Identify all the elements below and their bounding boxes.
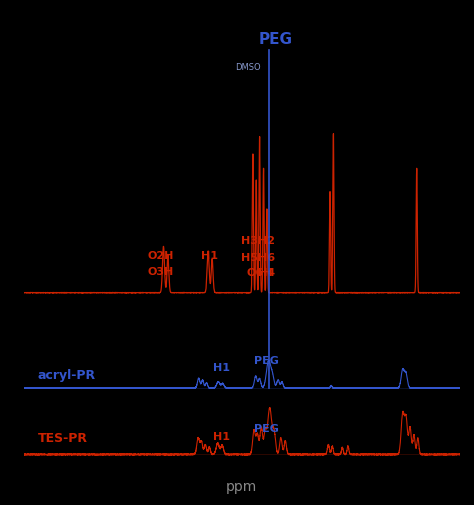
- Text: H1: H1: [212, 363, 229, 373]
- Text: H1: H1: [212, 432, 229, 442]
- Text: O3H: O3H: [147, 267, 174, 277]
- Text: PEG: PEG: [254, 424, 279, 434]
- X-axis label: ppm: ppm: [226, 480, 257, 494]
- Text: H5: H5: [241, 252, 257, 263]
- Text: O2H: O2H: [147, 251, 174, 261]
- Text: H3: H3: [241, 236, 257, 246]
- Text: DMSO: DMSO: [235, 63, 261, 72]
- Text: acryl-PR: acryl-PR: [37, 369, 96, 382]
- Text: H2: H2: [258, 236, 275, 246]
- Text: H6: H6: [258, 252, 275, 263]
- Text: H4: H4: [258, 268, 275, 278]
- Text: TES-PR: TES-PR: [37, 432, 88, 445]
- Text: PEG: PEG: [254, 356, 279, 366]
- Text: H1: H1: [201, 251, 218, 261]
- Text: PEG: PEG: [258, 32, 292, 47]
- Text: O6H: O6H: [246, 268, 273, 278]
